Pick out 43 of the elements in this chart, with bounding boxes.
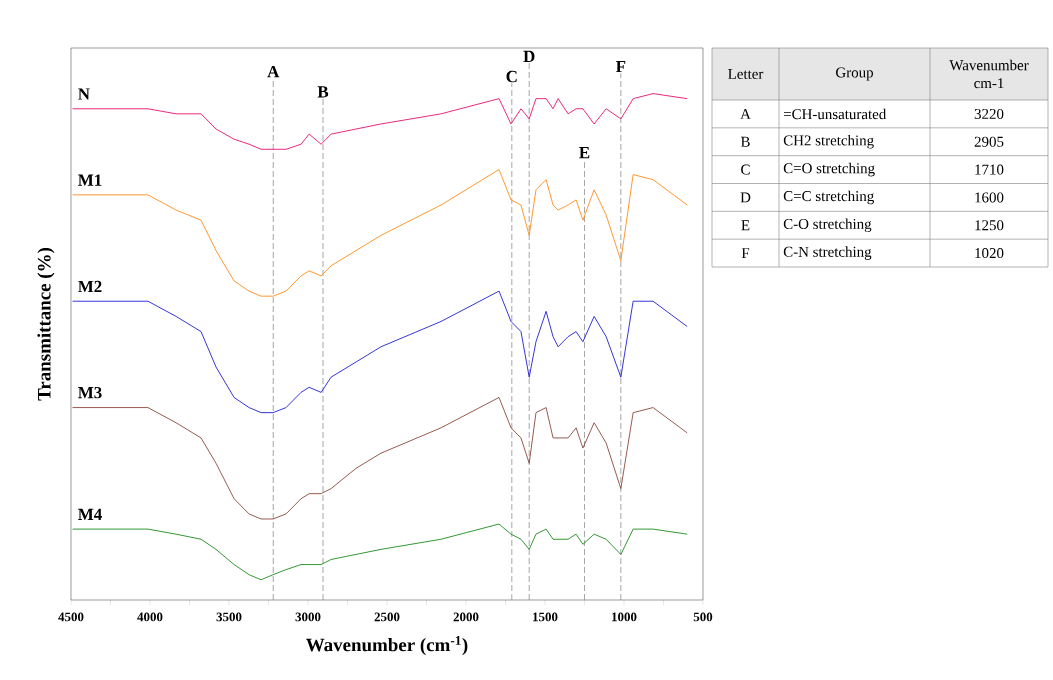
text: C bbox=[741, 164, 750, 175]
series-label: M4 bbox=[78, 508, 102, 520]
text: Wavenumber cm-1 bbox=[949, 59, 1029, 89]
ref-line-label: A bbox=[267, 66, 280, 78]
x-tick-label: 3000 bbox=[295, 612, 321, 622]
x-tick-label: 1500 bbox=[533, 612, 558, 622]
series-label: N bbox=[78, 88, 90, 100]
text: E bbox=[741, 220, 750, 231]
text: C-O stretching bbox=[783, 218, 872, 233]
x-tick-label: 4000 bbox=[137, 612, 163, 622]
text: A bbox=[740, 108, 751, 119]
text: =CH-unsaturated bbox=[783, 108, 887, 120]
text: 3220 bbox=[974, 108, 1004, 119]
text: 1600 bbox=[975, 192, 1004, 203]
text: 1250 bbox=[975, 220, 1004, 231]
text: F bbox=[741, 248, 750, 258]
ref-line-label: B bbox=[317, 86, 329, 98]
series-label: M3 bbox=[78, 386, 102, 399]
x-tick-label: 3500 bbox=[216, 612, 242, 622]
x-tick-label: 2500 bbox=[374, 612, 400, 622]
text: 1020 bbox=[975, 248, 1004, 259]
series-label: M1 bbox=[78, 174, 102, 186]
x-tick-label: 500 bbox=[693, 612, 713, 622]
series-label: M2 bbox=[78, 280, 102, 293]
text: Letter bbox=[728, 69, 764, 79]
text: C=C stretching bbox=[783, 190, 874, 205]
ref-line-label: F bbox=[615, 61, 626, 73]
text: CH2 stretching bbox=[783, 134, 874, 149]
text: D bbox=[740, 192, 751, 203]
text: B bbox=[740, 136, 750, 147]
text: C=O stretching bbox=[783, 162, 875, 177]
ref-line-label: E bbox=[579, 147, 590, 159]
x-tick-label: 1000 bbox=[612, 612, 637, 622]
text: 1710 bbox=[975, 164, 1004, 175]
ref-line-label: C bbox=[506, 70, 517, 83]
x-tick-label: 2000 bbox=[453, 612, 479, 622]
ref-line-label: D bbox=[523, 50, 535, 62]
text: Group bbox=[836, 67, 874, 81]
x-tick-label: 4500 bbox=[58, 612, 84, 622]
y-axis-title: Transmittance (%) bbox=[37, 248, 55, 401]
text: C-N stretching bbox=[783, 246, 872, 260]
x-axis-title: Wavenumber (cm$^{-1}$) bbox=[306, 636, 468, 656]
text: 2905 bbox=[974, 136, 1004, 147]
